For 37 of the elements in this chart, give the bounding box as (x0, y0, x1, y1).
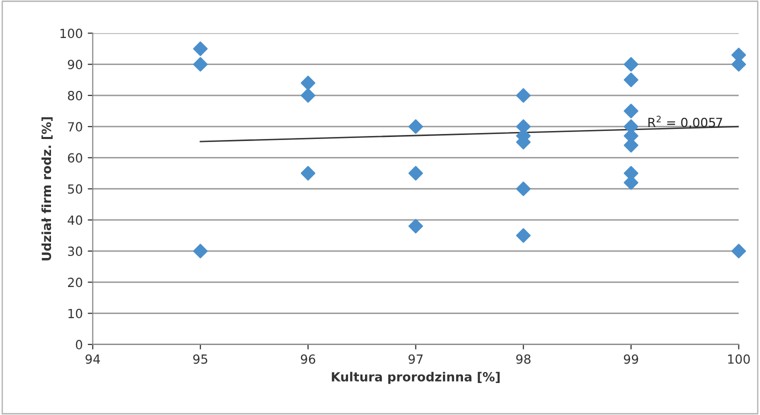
point (516, 228, 531, 243)
y-tick-label: 70 (68, 122, 82, 132)
point (624, 104, 638, 118)
y-tick-label: 50 (68, 184, 82, 194)
point (624, 72, 638, 88)
x-tick-label: 99 (624, 354, 638, 364)
y-tick-label: 60 (68, 153, 82, 163)
y-tick-label: 10 (68, 308, 82, 318)
x-tick-label: 96 (300, 354, 316, 364)
point (193, 57, 208, 72)
y-tick-label: 20 (68, 278, 82, 288)
x-tick-label: 98 (516, 354, 530, 364)
point (300, 88, 316, 103)
x-axis-title: Kultura prorodzinna [%] (332, 372, 500, 384)
point (624, 57, 638, 72)
annotation: R$^{2}$ = 0,0057 (648, 116, 722, 128)
y-tick-label: 90 (68, 60, 82, 70)
y-tick-label: 0 (76, 340, 82, 350)
point (193, 41, 208, 56)
point (408, 218, 424, 234)
y-axis-title: Udział firm rodz. [%] (41, 117, 53, 260)
point (193, 244, 208, 258)
point (300, 76, 316, 90)
x-tick-label: 94 (86, 354, 100, 364)
x-tick-label: 100 (728, 354, 750, 364)
point (516, 88, 531, 103)
point (731, 244, 746, 258)
x-tick-label: 97 (408, 354, 423, 364)
x-tick-label: 95 (193, 354, 208, 364)
point (408, 166, 424, 181)
y-tick-label: 40 (68, 215, 82, 225)
point (516, 182, 531, 196)
y-tick-label: 30 (68, 246, 82, 256)
point (300, 166, 316, 181)
point (408, 119, 424, 134)
y-tick-label: 100 (60, 28, 82, 38)
y-tick-label: 80 (68, 90, 82, 100)
